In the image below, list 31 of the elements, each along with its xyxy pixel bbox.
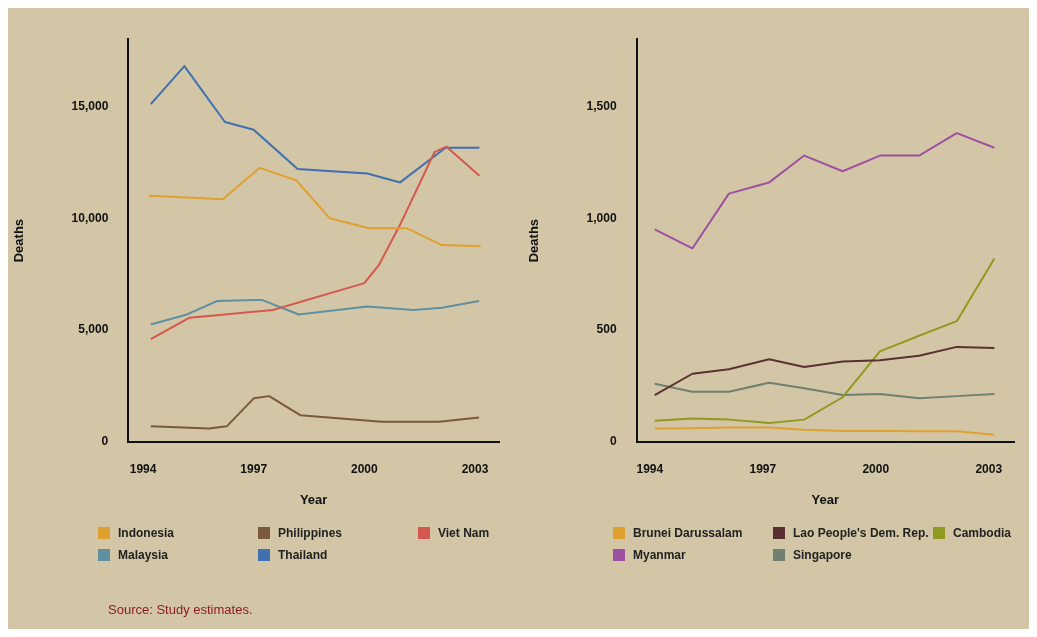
- x-tick-label: 1997: [240, 461, 268, 476]
- y-tick-label: 0: [609, 434, 617, 449]
- x-tick-label: 2003: [975, 461, 1003, 476]
- x-tick-label: 2003: [461, 461, 489, 476]
- legend-label: Myanmar: [633, 548, 686, 562]
- y-axis-title: Deaths: [11, 218, 27, 263]
- x-tick-label: 1994: [636, 461, 664, 476]
- x-axis-title: Year: [811, 491, 840, 507]
- y-tick-label: 10,000: [71, 210, 109, 225]
- legend-label: Brunei Darussalam: [633, 526, 743, 540]
- legend-label: Viet Nam: [438, 526, 490, 540]
- x-tick-label: 2000: [351, 461, 379, 476]
- y-tick-label: 1,000: [586, 210, 617, 225]
- source-note: Source: Study estimates.: [107, 602, 254, 617]
- legend-label: Philippines: [278, 526, 343, 540]
- legend-label: Thailand: [278, 548, 328, 562]
- y-tick-label: 500: [596, 322, 617, 337]
- legend-label: Malaysia: [118, 548, 169, 562]
- legend-label: Lao People's Dem. Rep.: [793, 526, 929, 540]
- y-tick-label: 15,000: [71, 98, 109, 113]
- y-axis-title: Deaths: [526, 218, 542, 263]
- y-tick-label: 5,000: [78, 322, 109, 337]
- x-tick-label: 1997: [749, 461, 777, 476]
- legend-label: Indonesia: [118, 526, 175, 540]
- y-tick-label: 0: [101, 434, 109, 449]
- legend-label: Cambodia: [953, 526, 1012, 540]
- x-tick-label: 1994: [129, 461, 157, 476]
- y-tick-label: 1,500: [586, 98, 617, 113]
- legend-label: Singapore: [793, 548, 852, 562]
- x-tick-label: 2000: [862, 461, 890, 476]
- x-axis-title: Year: [299, 491, 328, 507]
